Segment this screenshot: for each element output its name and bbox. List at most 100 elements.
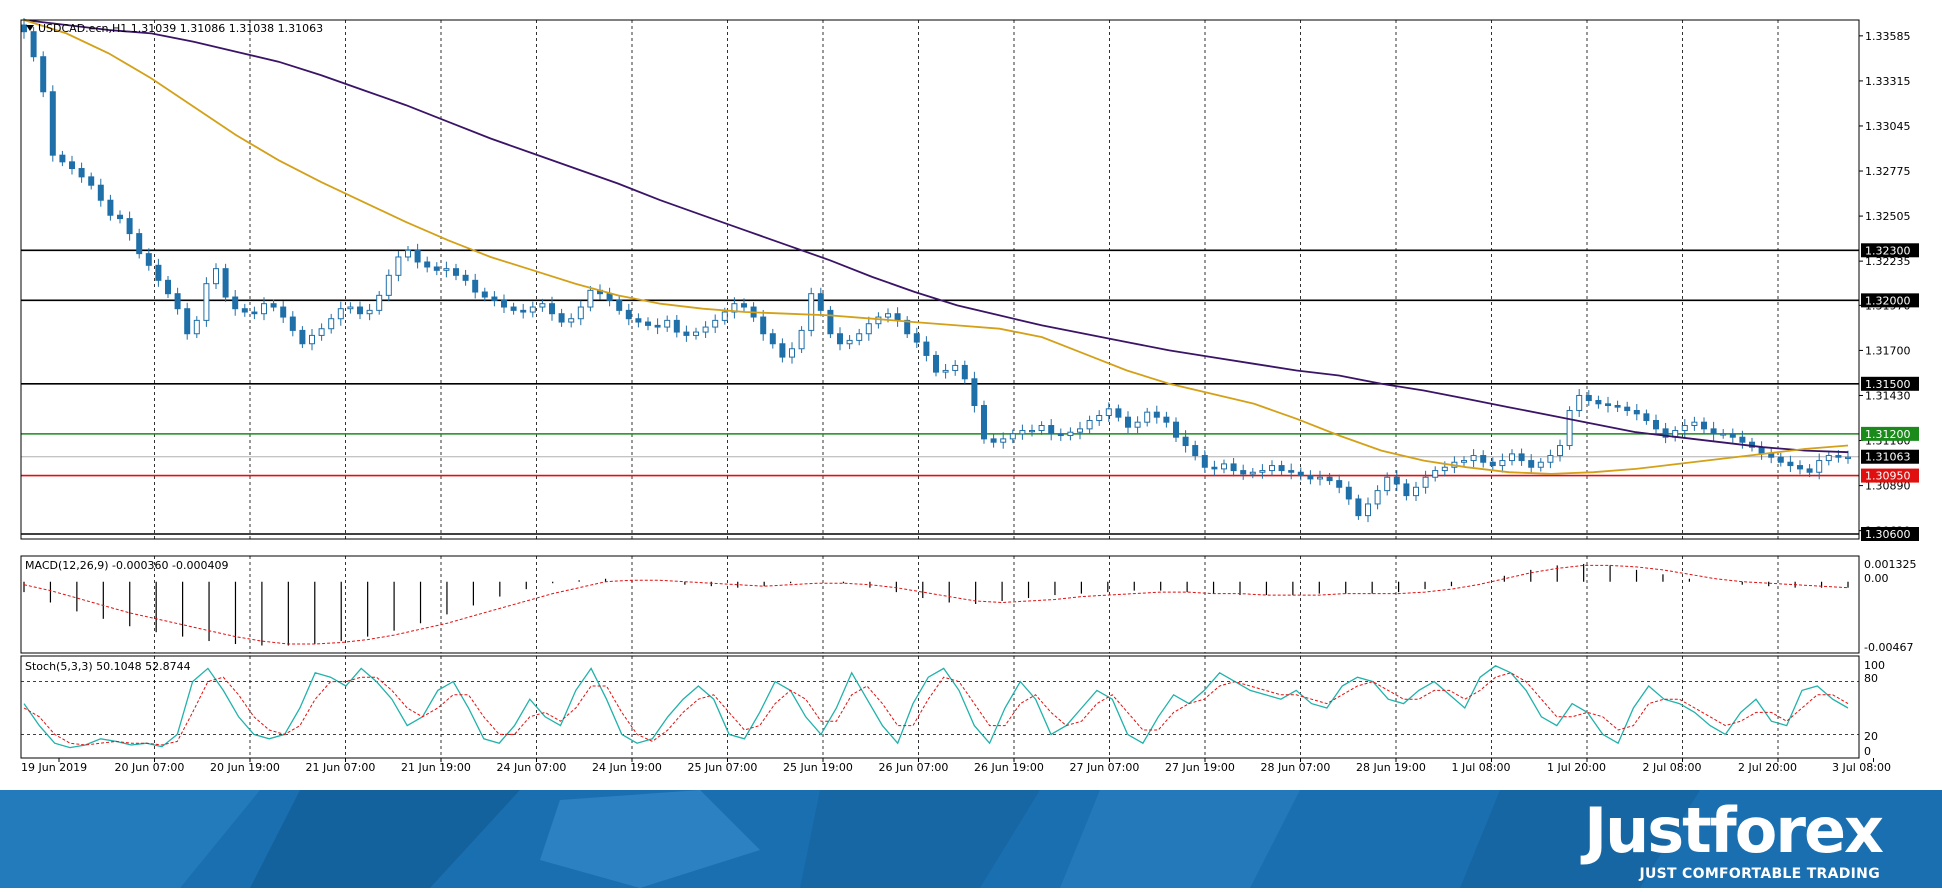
- candle-body: [1720, 433, 1727, 436]
- candle-body: [203, 283, 210, 321]
- brand-logo: Justforex: [1584, 794, 1884, 867]
- candle-body: [885, 313, 891, 318]
- candle-body: [1355, 498, 1362, 517]
- candle-body: [779, 343, 786, 358]
- candle-body: [1835, 455, 1842, 458]
- candle-body: [1144, 411, 1151, 423]
- candle-body: [875, 316, 882, 325]
- x-tick-label: 25 Jun 07:00: [688, 761, 758, 774]
- stoch-tick-100: 100: [1864, 659, 1885, 672]
- candle-body: [587, 289, 594, 308]
- candle-body: [549, 303, 555, 315]
- ma-slow-line: [23, 19, 1849, 454]
- candle-body: [1115, 408, 1122, 418]
- candle-body: [1701, 421, 1707, 430]
- candle-body: [798, 329, 805, 350]
- candle-body: [299, 329, 306, 345]
- candle-body: [1153, 411, 1160, 418]
- candle-body: [769, 333, 776, 345]
- x-tick-label: 2 Jul 20:00: [1738, 761, 1797, 774]
- candle-body: [625, 309, 632, 320]
- x-tick-label: 27 Jun 07:00: [1070, 761, 1140, 774]
- candle-body: [1134, 421, 1141, 428]
- candle-body: [1768, 453, 1775, 458]
- dropdown-triangle-icon[interactable]: [26, 25, 34, 31]
- candle-body: [1201, 455, 1208, 468]
- candle-body: [251, 311, 258, 315]
- current-price-box: [1861, 449, 1919, 464]
- candle-body: [942, 369, 949, 373]
- candle-body: [145, 253, 152, 266]
- candle-body: [1048, 425, 1055, 435]
- candle-body: [1086, 420, 1093, 430]
- candle-body: [1259, 470, 1266, 473]
- y-tick-label: 1.32505: [1865, 210, 1911, 223]
- candle-body: [1413, 486, 1419, 497]
- x-tick-label: 24 Jun 19:00: [592, 761, 662, 774]
- candle-body: [981, 404, 987, 440]
- banner-background: [0, 790, 1942, 888]
- candle-body: [1739, 436, 1746, 443]
- candle-body: [1806, 468, 1813, 473]
- candle-body: [913, 333, 920, 343]
- candle-body: [1518, 453, 1525, 462]
- candle-body: [1470, 455, 1477, 462]
- candle-body: [760, 316, 767, 335]
- candle-body: [1624, 406, 1631, 412]
- candle-body: [1681, 425, 1688, 432]
- y-tick-label: 1.31700: [1865, 344, 1911, 357]
- x-tick-label: 3 Jul 08:00: [1832, 761, 1891, 774]
- y-tick-label: 1.30890: [1865, 480, 1911, 493]
- candle-body: [1307, 475, 1314, 480]
- candle-body: [683, 331, 690, 336]
- candle-body: [1221, 463, 1227, 470]
- candle-body: [808, 293, 815, 331]
- candle-body: [1537, 461, 1544, 468]
- candle-body: [1278, 465, 1285, 472]
- stoch-tick-20: 20: [1864, 730, 1878, 743]
- candle-body: [1441, 466, 1448, 472]
- x-tick-label: 20 Jun 07:00: [115, 761, 185, 774]
- x-tick-label: 25 Jun 19:00: [783, 761, 853, 774]
- level-label-box: [1861, 376, 1919, 391]
- candle-body: [616, 299, 623, 311]
- candle-body: [673, 319, 680, 333]
- candle-body: [213, 268, 219, 285]
- level-label: 1.32300: [1865, 244, 1911, 257]
- candle-body: [69, 161, 75, 170]
- candle-body: [1105, 408, 1112, 417]
- candle-body: [933, 354, 939, 373]
- x-tick-label: 1 Jul 08:00: [1452, 761, 1511, 774]
- x-tick-label: 19 Jun 2019: [21, 761, 87, 774]
- candle-body: [88, 176, 95, 186]
- candle-body: [971, 378, 978, 406]
- candle-body: [97, 184, 104, 201]
- candle-body: [1009, 433, 1016, 440]
- candle-body: [1710, 428, 1717, 435]
- candle-body: [1288, 470, 1295, 473]
- candle-body: [721, 311, 728, 321]
- candle-body: [453, 268, 459, 276]
- candle-body: [1384, 476, 1391, 492]
- candle-body: [184, 308, 191, 335]
- candle-body: [846, 339, 853, 345]
- candle-body: [1758, 446, 1765, 455]
- candle-body: [702, 326, 709, 333]
- candle-body: [1249, 471, 1256, 475]
- candle-body: [59, 154, 66, 163]
- candle-body: [1297, 471, 1304, 477]
- candle-body: [433, 266, 440, 271]
- candle-body: [1403, 483, 1410, 497]
- candle-body: [1000, 438, 1007, 443]
- candle-body: [21, 24, 27, 33]
- level-label-box: [1861, 426, 1919, 441]
- candle-body: [1125, 416, 1131, 428]
- candle-body: [1461, 460, 1467, 463]
- x-tick-label: 28 Jun 19:00: [1356, 761, 1426, 774]
- candle-body: [1374, 490, 1381, 505]
- candle-body: [664, 319, 671, 328]
- candle-body: [318, 328, 325, 336]
- x-tick-label: 24 Jun 07:00: [497, 761, 567, 774]
- candle-body: [1797, 465, 1803, 470]
